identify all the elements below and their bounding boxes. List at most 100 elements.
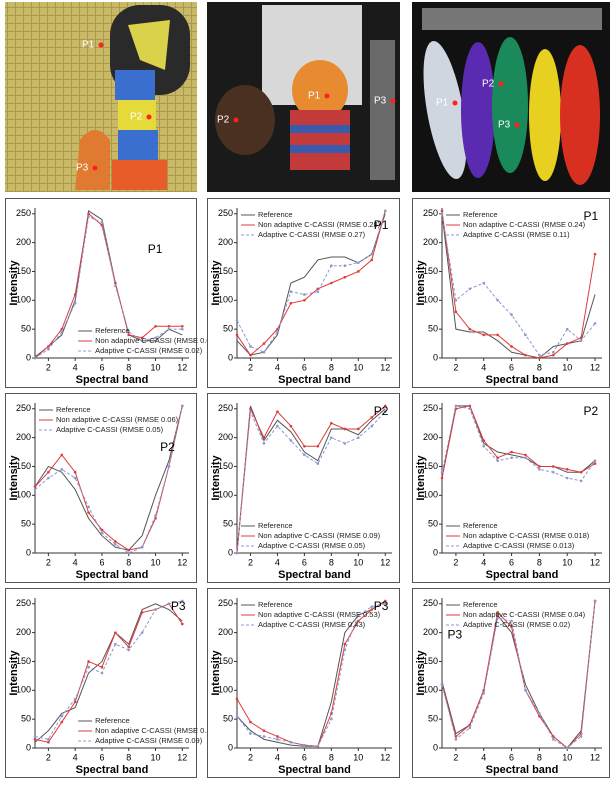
image-point: [99, 43, 104, 48]
x-tick-label: 6: [99, 557, 104, 567]
x-tick-label: 2: [248, 362, 253, 372]
x-tick-label: 10: [562, 752, 572, 762]
data-point: [168, 602, 171, 605]
data-point: [594, 322, 597, 325]
data-point: [74, 477, 77, 480]
x-tick-label: 8: [126, 752, 131, 762]
x-tick-label: 12: [380, 362, 390, 372]
x-tick-label: 10: [562, 557, 572, 567]
data-point: [552, 351, 555, 354]
data-point: [87, 666, 90, 669]
y-axis-label: Intensity: [210, 650, 222, 696]
x-tick-label: 10: [353, 752, 363, 762]
x-axis-label: Spectral band: [278, 374, 351, 386]
annotation: P3: [171, 599, 186, 613]
data-point: [344, 442, 347, 445]
x-tick-label: 10: [151, 362, 161, 372]
y-tick-label: 200: [218, 432, 233, 442]
x-tick-label: 12: [380, 752, 390, 762]
x-tick-label: 4: [275, 557, 280, 567]
data-point: [524, 454, 527, 457]
y-tick-label: 200: [423, 432, 438, 442]
y-tick-label: 250: [16, 598, 31, 608]
data-point: [538, 357, 541, 360]
data-point: [524, 354, 527, 357]
x-tick-label: 6: [509, 362, 514, 372]
legend-label: Adaptive C-CASSI (RMSE 0.02): [463, 620, 571, 629]
data-point: [357, 270, 360, 273]
legend-label: Adaptive C-CASSI (RMSE 0.27): [258, 230, 366, 239]
x-tick-label: 4: [275, 362, 280, 372]
x-axis-label: Spectral band: [486, 374, 559, 386]
data-point: [344, 428, 347, 431]
y-tick-label: 0: [228, 742, 233, 752]
x-tick-label: 4: [73, 362, 78, 372]
x-tick-label: 6: [509, 557, 514, 567]
y-axis-label: Intensity: [210, 260, 222, 306]
x-tick-label: 8: [126, 362, 131, 372]
image-point-label: P3: [498, 120, 511, 131]
data-point: [263, 729, 266, 732]
data-point: [74, 698, 77, 701]
y-tick-label: 0: [433, 547, 438, 557]
y-tick-label: 200: [16, 432, 31, 442]
data-point: [263, 351, 266, 354]
data-point: [114, 643, 117, 646]
y-tick-label: 50: [223, 519, 233, 529]
data-point: [330, 264, 333, 267]
legend-label: Reference: [95, 326, 130, 335]
data-point: [510, 457, 513, 460]
legend-label: Adaptive C-CASSI (RMSE 0.05): [56, 425, 164, 434]
data-point: [141, 631, 144, 634]
legend-label: Reference: [95, 716, 130, 725]
data-point: [538, 354, 541, 357]
y-tick-label: 50: [21, 714, 31, 724]
legend-label: Adaptive C-CASSI (RMSE 0.09): [95, 736, 203, 745]
data-point: [594, 462, 597, 465]
data-point: [496, 299, 499, 302]
data-point: [317, 745, 320, 748]
data-point: [127, 552, 130, 555]
x-tick-label: 10: [151, 752, 161, 762]
legend-label: Reference: [258, 521, 293, 530]
data-point: [276, 738, 279, 741]
data-point: [236, 552, 239, 555]
x-tick-label: 6: [509, 752, 514, 762]
x-tick-label: 12: [177, 362, 187, 372]
image-point-label: P3: [76, 163, 89, 174]
y-axis-label: Intensity: [415, 455, 427, 501]
image-point: [499, 82, 504, 87]
x-tick-label: 12: [590, 362, 600, 372]
data-point: [34, 735, 37, 738]
data-point: [303, 454, 306, 457]
y-tick-label: 0: [26, 742, 31, 752]
data-point: [290, 290, 293, 293]
image-point-label: P2: [130, 112, 143, 123]
y-tick-label: 50: [223, 714, 233, 724]
data-point: [87, 660, 90, 663]
data-point: [357, 262, 360, 265]
data-point: [552, 471, 555, 474]
data-point: [510, 451, 513, 454]
data-point: [303, 744, 306, 747]
legend-label: Adaptive C-CASSI (RMSE 0.43): [258, 620, 366, 629]
data-point: [552, 465, 555, 468]
x-tick-label: 4: [481, 752, 486, 762]
data-point: [317, 445, 320, 448]
data-point: [330, 422, 333, 425]
data-point: [303, 445, 306, 448]
data-point: [290, 425, 293, 428]
y-tick-label: 50: [21, 324, 31, 334]
data-point: [236, 715, 239, 718]
data-point: [524, 457, 527, 460]
legend-label: Reference: [463, 521, 498, 530]
data-point: [510, 345, 513, 348]
y-tick-label: 250: [16, 403, 31, 413]
data-point: [249, 410, 252, 413]
x-tick-label: 10: [562, 362, 572, 372]
y-tick-label: 250: [16, 208, 31, 218]
data-point: [34, 488, 37, 491]
data-point: [249, 732, 252, 735]
image-point-label: P2: [482, 79, 495, 90]
data-point: [168, 328, 171, 331]
